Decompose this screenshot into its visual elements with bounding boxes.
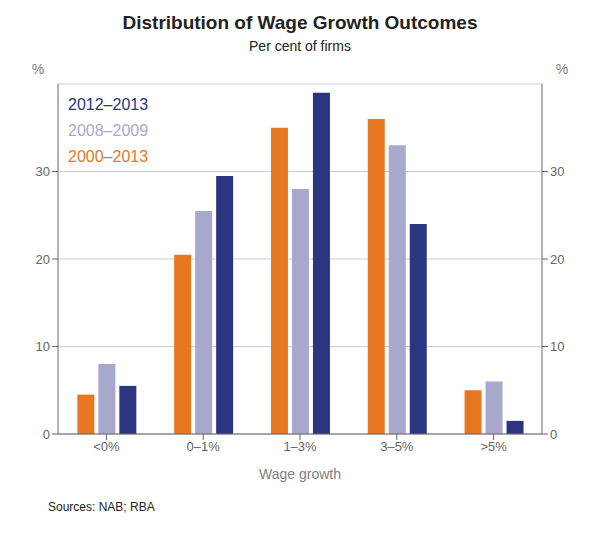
html-text:Sources: NAB; RBA: Sources: NAB; RBA (48, 500, 155, 514)
svg-text:30: 30 (36, 164, 50, 179)
svg-text:Wage growth: Wage growth (259, 466, 341, 482)
svg-text:10: 10 (36, 339, 50, 354)
svg-text:>5%: >5% (480, 439, 507, 454)
html-text:Per cent of firms: Per cent of firms (249, 38, 351, 54)
svg-text:%: % (32, 61, 44, 77)
svg-text:%: % (556, 61, 568, 77)
svg-text:10: 10 (550, 339, 564, 354)
html-text:2012–2013: 2012–2013 (68, 96, 149, 113)
svg-text:20: 20 (550, 252, 564, 267)
svg-text:30: 30 (550, 164, 564, 179)
svg-text:3–5%: 3–5% (380, 439, 414, 454)
html-text:2000–2013: 2000–2013 (68, 148, 149, 165)
svg-text:20: 20 (36, 252, 50, 267)
svg-text:1–3%: 1–3% (283, 439, 317, 454)
svg-text:0: 0 (43, 427, 50, 442)
svg-text:<0%: <0% (93, 439, 120, 454)
svg-text:0–1%: 0–1% (187, 439, 221, 454)
html-text:2008–2009: 2008–2009 (68, 122, 149, 139)
svg-text:0: 0 (550, 427, 557, 442)
html-text:Distribution of Wage Growth Ou: Distribution of Wage Growth Outcomes (122, 12, 478, 33)
